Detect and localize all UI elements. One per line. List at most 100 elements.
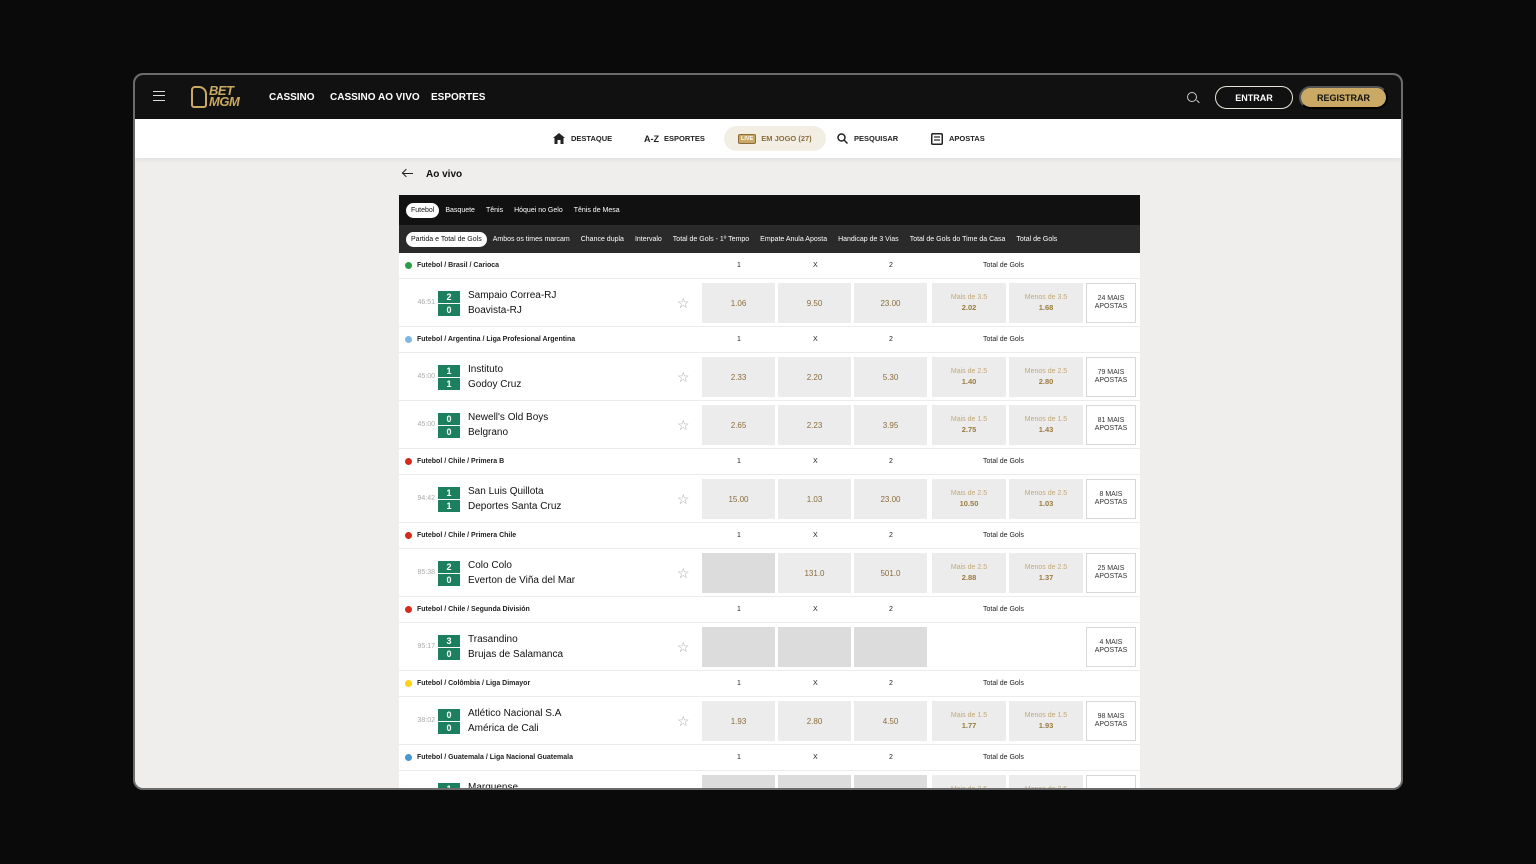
market-tab[interactable]: Intervalo xyxy=(634,235,662,243)
odd-away-button[interactable]: 4.50 xyxy=(854,701,927,741)
more-bets-button[interactable]: 10 MAIS xyxy=(1086,775,1136,788)
league-name[interactable]: Futebol / Brasil / Carioca xyxy=(417,262,500,269)
market-tab[interactable]: Ambos os times marcam xyxy=(492,235,570,243)
register-button[interactable]: REGISTRAR xyxy=(1299,86,1388,109)
home-team-name[interactable]: Atlético Nacional S.A xyxy=(468,708,562,719)
market-tab[interactable]: Empate Anula Aposta xyxy=(760,235,828,243)
favorite-star-icon[interactable]: ☆ xyxy=(677,565,690,581)
tab-em-jogo[interactable]: LIVE EM JOGO (27) xyxy=(724,126,826,151)
nav-cassino[interactable]: CASSINO xyxy=(269,91,315,103)
match-row[interactable]: 85:38 2 0 Colo Colo Everton de Viña del Mar ☆… xyxy=(399,549,1140,597)
more-bets-button[interactable]: 79 MAIS APOSTAS xyxy=(1086,357,1136,397)
league-name[interactable]: Futebol / Colômbia / Liga Dimayor xyxy=(417,680,531,687)
over-goals-button[interactable]: Mais de 2.5 xyxy=(932,775,1006,788)
under-goals-button[interactable]: Menos de 2.5 xyxy=(1009,775,1083,788)
away-team-name[interactable]: Belgrano xyxy=(468,427,509,438)
login-button[interactable]: ENTRAR xyxy=(1215,86,1293,109)
favorite-star-icon[interactable]: ☆ xyxy=(677,417,690,433)
match-row[interactable]: 95:17 3 0 Trasandino Brujas de Salamanca ☆ 4 M… xyxy=(399,623,1140,671)
menu-icon[interactable] xyxy=(153,91,165,101)
tab-pesquisar[interactable]: PESQUISAR xyxy=(837,119,898,158)
favorite-star-icon[interactable]: ☆ xyxy=(677,491,690,507)
match-row[interactable]: 94:42 1 1 San Luis Quillota Deportes Santa C… xyxy=(399,475,1140,523)
odd-draw-button[interactable]: 131.0 xyxy=(778,553,851,593)
tab-esportes-az[interactable]: A-Z ESPORTES xyxy=(644,119,705,158)
market-tab[interactable]: Total de Gols xyxy=(1016,235,1058,243)
sport-tab[interactable]: Tênis de Mesa xyxy=(573,206,620,214)
odd-home-button[interactable]: 1.93 xyxy=(702,701,775,741)
more-bets-button[interactable]: 25 MAIS APOSTAS xyxy=(1086,553,1136,593)
match-row[interactable]: 38:02 0 0 Atlético Nacional S.A América de C… xyxy=(399,697,1140,745)
under-goals-button[interactable]: Menos de 3.5 1.68 xyxy=(1009,283,1083,323)
home-team-name[interactable]: Instituto xyxy=(468,364,504,375)
odd-draw-button[interactable]: 2.20 xyxy=(778,357,851,397)
over-goals-button[interactable]: Mais de 1.5 1.77 xyxy=(932,701,1006,741)
odd-away-button[interactable]: 23.00 xyxy=(854,283,927,323)
odd-home-button[interactable]: 1.06 xyxy=(702,283,775,323)
home-team-name[interactable]: Marquense xyxy=(468,782,519,790)
more-bets-button[interactable]: 4 MAIS APOSTAS xyxy=(1086,627,1136,667)
back-arrow-icon[interactable] xyxy=(403,168,415,180)
away-team-name[interactable]: Deportes Santa Cruz xyxy=(468,501,562,512)
away-team-name[interactable]: Everton de Viña del Mar xyxy=(468,575,576,586)
league-name[interactable]: Futebol / Chile / Segunda División xyxy=(417,606,530,613)
home-team-name[interactable]: San Luis Quillota xyxy=(468,486,544,497)
more-bets-button[interactable]: 8 MAIS APOSTAS xyxy=(1086,479,1136,519)
odd-away-button[interactable]: 3.95 xyxy=(854,405,927,445)
favorite-star-icon[interactable]: ☆ xyxy=(677,369,690,385)
odd-draw-button[interactable]: 2.23 xyxy=(778,405,851,445)
market-tab[interactable]: Total de Gols - 1º Tempo xyxy=(672,235,750,243)
search-icon[interactable] xyxy=(1187,92,1197,102)
league-name[interactable]: Futebol / Guatemala / Liga Nacional Guat… xyxy=(417,754,573,761)
odd-away-button[interactable]: 501.0 xyxy=(854,553,927,593)
sport-tab[interactable]: Hóquei no Gelo xyxy=(514,206,563,214)
match-row[interactable]: 1 Marquense ☆ Mais de 2.5 Menos de 2.5 10 MAI… xyxy=(399,771,1140,790)
home-team-name[interactable]: Trasandino xyxy=(468,634,518,645)
favorite-star-icon[interactable]: ☆ xyxy=(677,713,690,729)
more-bets-button[interactable]: 98 MAIS APOSTAS xyxy=(1086,701,1136,741)
odd-home-button[interactable]: 2.33 xyxy=(702,357,775,397)
under-goals-button[interactable]: Menos de 1.5 1.93 xyxy=(1009,701,1083,741)
home-team-name[interactable]: Colo Colo xyxy=(468,560,512,571)
odd-away-button[interactable]: 5.30 xyxy=(854,357,927,397)
tab-destaque[interactable]: DESTAQUE xyxy=(553,119,612,158)
away-team-name[interactable]: Boavista-RJ xyxy=(468,305,522,316)
over-goals-button[interactable]: Mais de 2.5 10.50 xyxy=(932,479,1006,519)
over-goals-button[interactable]: Mais de 3.5 2.02 xyxy=(932,283,1006,323)
sport-tab[interactable]: Basquete xyxy=(445,206,475,214)
favorite-star-icon[interactable]: ☆ xyxy=(677,788,690,790)
tab-apostas[interactable]: APOSTAS xyxy=(931,119,985,158)
nav-esportes[interactable]: ESPORTES xyxy=(431,91,486,103)
away-team-name[interactable]: Brujas de Salamanca xyxy=(468,649,564,660)
market-tab[interactable]: Total de Gols do Time da Casa xyxy=(909,235,1006,243)
nav-cassino-ao-vivo[interactable]: CASSINO AO VIVO xyxy=(330,91,420,103)
league-name[interactable]: Futebol / Chile / Primera B xyxy=(417,458,505,465)
odd-draw-button[interactable]: 2.80 xyxy=(778,701,851,741)
under-goals-button[interactable]: Menos de 2.5 2.80 xyxy=(1009,357,1083,397)
match-row[interactable]: 45:00 1 1 Instituto Godoy Cruz ☆ 2.33 2.20 5.30 M… xyxy=(399,353,1140,401)
under-goals-button[interactable]: Menos de 1.5 1.43 xyxy=(1009,405,1083,445)
odd-home-button[interactable]: 2.65 xyxy=(702,405,775,445)
over-goals-button[interactable]: Mais de 1.5 2.75 xyxy=(932,405,1006,445)
market-tab[interactable]: Chance dupla xyxy=(580,235,624,243)
favorite-star-icon[interactable]: ☆ xyxy=(677,639,690,655)
home-team-name[interactable]: Sampaio Correa-RJ xyxy=(468,290,557,301)
odd-home-button[interactable]: 15.00 xyxy=(702,479,775,519)
over-goals-button[interactable]: Mais de 2.5 2.88 xyxy=(932,553,1006,593)
odd-away-button[interactable]: 23.00 xyxy=(854,479,927,519)
home-team-name[interactable]: Newell's Old Boys xyxy=(468,412,549,423)
league-name[interactable]: Futebol / Chile / Primera Chile xyxy=(417,532,517,539)
match-row[interactable]: 46:51 2 0 Sampaio Correa-RJ Boavista-RJ ☆ 1.06… xyxy=(399,279,1140,327)
market-tab[interactable]: Handicap de 3 Vias xyxy=(838,235,899,243)
away-team-name[interactable]: Godoy Cruz xyxy=(468,379,522,390)
sport-tab[interactable]: Futebol xyxy=(406,202,440,218)
under-goals-button[interactable]: Menos de 2.5 1.03 xyxy=(1009,479,1083,519)
betmgm-logo[interactable]: BET MGM xyxy=(191,84,243,110)
match-row[interactable]: 45:00 0 0 Newell's Old Boys Belgrano ☆ 2.65 2.2… xyxy=(399,401,1140,449)
market-tab[interactable]: Partida e Total de Gols xyxy=(406,231,487,247)
league-name[interactable]: Futebol / Argentina / Liga Profesional A… xyxy=(417,336,576,343)
odd-draw-button[interactable]: 9.50 xyxy=(778,283,851,323)
odd-draw-button[interactable]: 1.03 xyxy=(778,479,851,519)
under-goals-button[interactable]: Menos de 2.5 1.37 xyxy=(1009,553,1083,593)
favorite-star-icon[interactable]: ☆ xyxy=(677,295,690,311)
